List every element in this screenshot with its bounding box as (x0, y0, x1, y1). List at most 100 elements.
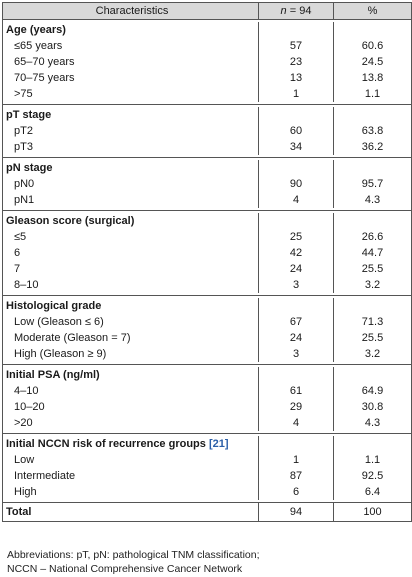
row-label: Intermediate (3, 468, 259, 484)
section-title-text: Gleason score (surgical) (6, 215, 135, 227)
section-title-pct-cell (334, 436, 411, 452)
section-title-text: pN stage (6, 162, 53, 174)
table-row: ≤5 25 26.6 (3, 229, 411, 245)
table-row: 4–10 61 64.9 (3, 383, 411, 399)
table-header-row: Characteristics n = 94 % (3, 3, 411, 20)
row-pct: 4.3 (364, 417, 381, 429)
row-n: 42 (259, 245, 334, 261)
row-pct: 6.4 (364, 486, 381, 498)
row-label: pN1 (3, 192, 259, 208)
row-label: pT2 (3, 123, 259, 139)
row-label: Moderate (Gleason = 7) (3, 330, 259, 346)
row-pct: 3.2 (364, 348, 381, 360)
table-footnote: Abbreviations: pT, pN: pathological TNM … (7, 548, 260, 576)
table-row: 65–70 years 23 24.5 (3, 54, 411, 70)
footnote-line-2: NCCN – National Comprehensive Cancer Net… (7, 563, 243, 575)
table-row: pN1 4 4.3 (3, 192, 411, 208)
table-body: Age (years) ≤65 years 57 60.6 65–70 years 23 2… (3, 20, 411, 502)
row-n: 1 (259, 452, 334, 468)
row-pct: 95.7 (361, 178, 384, 190)
row-n: 60 (259, 123, 334, 139)
header-characteristics: Characteristics (3, 3, 259, 19)
row-n: 34 (259, 139, 334, 155)
table-row: ≤65 years 57 60.6 (3, 38, 411, 54)
section-title-text: Initial PSA (ng/ml) (6, 369, 100, 381)
table-section: Age (years) ≤65 years 57 60.6 65–70 years 23 2… (3, 20, 411, 104)
row-n: 57 (259, 38, 334, 54)
row-label: 8–10 (3, 277, 259, 293)
row-pct: 13.8 (361, 72, 384, 84)
row-n: 67 (259, 314, 334, 330)
row-pct: 1.1 (364, 88, 381, 100)
row-pct: 25.5 (361, 263, 384, 275)
table-row: 10–20 29 30.8 (3, 399, 411, 415)
row-n: 29 (259, 399, 334, 415)
table-row: High 6 6.4 (3, 484, 411, 500)
total-n: 94 (259, 503, 334, 521)
row-pct: 64.9 (361, 385, 384, 397)
section-title-n-cell (259, 22, 334, 38)
row-label: ≤5 (3, 229, 259, 245)
row-label: >20 (3, 415, 259, 431)
section-title-row: Age (years) (3, 22, 411, 38)
row-label: pN0 (3, 176, 259, 192)
row-label: 10–20 (3, 399, 259, 415)
table-section: pN stage pN0 90 95.7 pN1 4 4.3 (3, 157, 411, 210)
row-n: 24 (259, 330, 334, 346)
row-n: 61 (259, 383, 334, 399)
row-label: High (Gleason ≥ 9) (3, 346, 259, 362)
section-title-n-cell (259, 298, 334, 314)
section-title-row: Initial PSA (ng/ml) (3, 367, 411, 383)
section-title-text: Age (years) (6, 24, 66, 36)
row-label: 7 (3, 261, 259, 277)
section-title: pT stage (3, 107, 259, 123)
row-n: 25 (259, 229, 334, 245)
section-title-n-cell (259, 436, 334, 452)
total-pct: 100 (363, 506, 382, 518)
section-title-pct-cell (334, 160, 411, 176)
section-title-n-cell (259, 213, 334, 229)
section-title-row: Initial NCCN risk of recurrence groups [… (3, 436, 411, 452)
table-row: Low (Gleason ≤ 6) 67 71.3 (3, 314, 411, 330)
row-label: 70–75 years (3, 70, 259, 86)
table-row: Intermediate 87 92.5 (3, 468, 411, 484)
total-label: Total (3, 503, 259, 521)
row-pct: 44.7 (361, 247, 384, 259)
header-n: n = 94 (259, 3, 334, 19)
characteristics-table: Characteristics n = 94 % Age (years) ≤65 … (2, 2, 412, 522)
row-label: ≤65 years (3, 38, 259, 54)
section-title-pct-cell (334, 22, 411, 38)
row-pct: 36.2 (361, 141, 384, 153)
section-title-pct-cell (334, 298, 411, 314)
table-row: 7 24 25.5 (3, 261, 411, 277)
row-n: 87 (259, 468, 334, 484)
row-label: Low (Gleason ≤ 6) (3, 314, 259, 330)
section-title: pN stage (3, 160, 259, 176)
row-label: High (3, 484, 259, 500)
table-row: >20 4 4.3 (3, 415, 411, 431)
table-section: Histological grade Low (Gleason ≤ 6) 67 71.… (3, 295, 411, 364)
section-title-text: Histological grade (6, 300, 102, 312)
row-pct: 71.3 (361, 316, 384, 328)
row-pct: 63.8 (361, 125, 384, 137)
total-section: Total 94 100 (3, 502, 411, 521)
table-row: Moderate (Gleason = 7) 24 25.5 (3, 330, 411, 346)
row-pct: 3.2 (364, 279, 381, 291)
table-row: >75 1 1.1 (3, 86, 411, 102)
row-n: 6 (259, 484, 334, 500)
section-title-n-cell (259, 107, 334, 123)
table-section: Initial PSA (ng/ml) 4–10 61 64.9 10–20 29 30.8… (3, 364, 411, 433)
row-n: 3 (259, 277, 334, 293)
row-label: Low (3, 452, 259, 468)
reference-link[interactable]: [21] (208, 438, 229, 450)
row-pct: 4.3 (364, 194, 381, 206)
table-row: High (Gleason ≥ 9) 3 3.2 (3, 346, 411, 362)
section-title-pct-cell (334, 107, 411, 123)
row-n: 4 (259, 415, 334, 431)
table-row: 8–10 3 3.2 (3, 277, 411, 293)
row-pct: 30.8 (361, 401, 384, 413)
row-n: 1 (259, 86, 334, 102)
row-n: 13 (259, 70, 334, 86)
row-pct: 24.5 (361, 56, 384, 68)
table-section: Initial NCCN risk of recurrence groups [… (3, 433, 411, 502)
